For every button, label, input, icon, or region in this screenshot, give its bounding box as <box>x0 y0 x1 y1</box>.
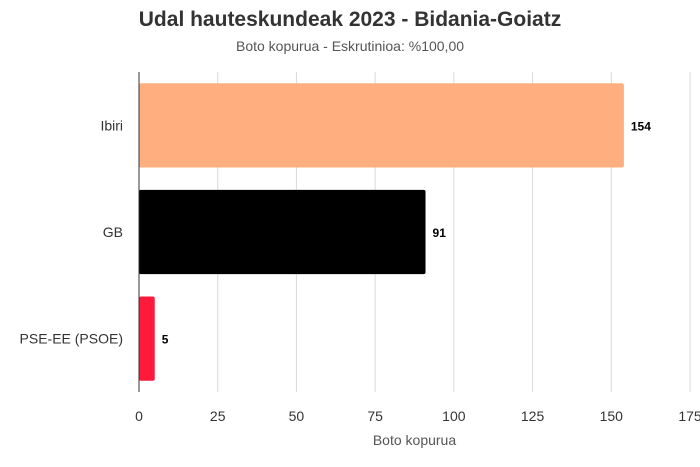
x-tick-label: 150 <box>600 408 624 424</box>
category-label: GB <box>103 224 123 240</box>
x-axis-ticks: 0 25 50 75 100 125 150 175 <box>135 408 700 424</box>
x-tick-label: 100 <box>442 408 466 424</box>
x-axis-title: Boto kopurua <box>373 432 456 448</box>
bars <box>139 83 624 381</box>
x-tick-label: 125 <box>521 408 545 424</box>
chart-subtitle: Boto kopurua - Eskrutinioa: %100,00 <box>235 38 465 54</box>
value-label: 5 <box>162 333 169 347</box>
x-tick-label: 25 <box>210 408 226 424</box>
bar <box>139 296 155 381</box>
x-tick-label: 0 <box>135 408 143 424</box>
x-tick-label: 75 <box>367 408 383 424</box>
value-label: 91 <box>433 226 447 240</box>
value-label: 154 <box>631 119 651 133</box>
bar <box>139 189 426 275</box>
category-label: PSE-EE (PSOE) <box>20 331 123 347</box>
x-tick-label: 175 <box>678 408 700 424</box>
category-label: Ibiri <box>100 117 123 133</box>
chart-title: Udal hauteskundeak 2023 - Bidania-Goiatz <box>138 8 562 31</box>
value-labels: 154 91 5 <box>162 119 651 346</box>
x-tick-label: 50 <box>289 408 305 424</box>
category-labels: Ibiri GB PSE-EE (PSOE) <box>20 117 123 346</box>
bar <box>139 83 624 168</box>
